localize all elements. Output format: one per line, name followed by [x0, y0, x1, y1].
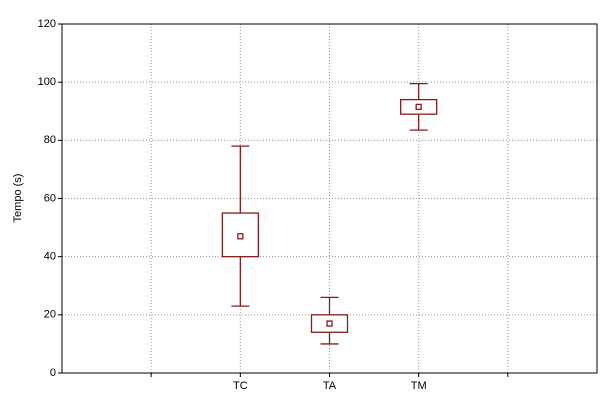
center-point [415, 103, 422, 111]
y-tick-label: 40 [44, 251, 56, 263]
plot-frame [61, 23, 598, 374]
y-tick-label: 80 [44, 134, 56, 146]
box [221, 212, 259, 258]
box [400, 98, 438, 115]
x-tick-label: TC [233, 380, 248, 392]
x-tick-label: TM [411, 380, 427, 392]
y-tick-label: 20 [44, 309, 56, 321]
y-tick-label: 120 [38, 18, 56, 30]
box [310, 314, 349, 333]
y-tick-label: 100 [38, 76, 56, 88]
y-tick-label: 60 [44, 192, 56, 204]
y-axis-label: Tempo (s) [12, 174, 24, 223]
center-point [326, 320, 333, 327]
center-point [237, 233, 244, 240]
y-tick-label: 0 [50, 367, 56, 379]
x-tick-label: TA [323, 380, 337, 392]
